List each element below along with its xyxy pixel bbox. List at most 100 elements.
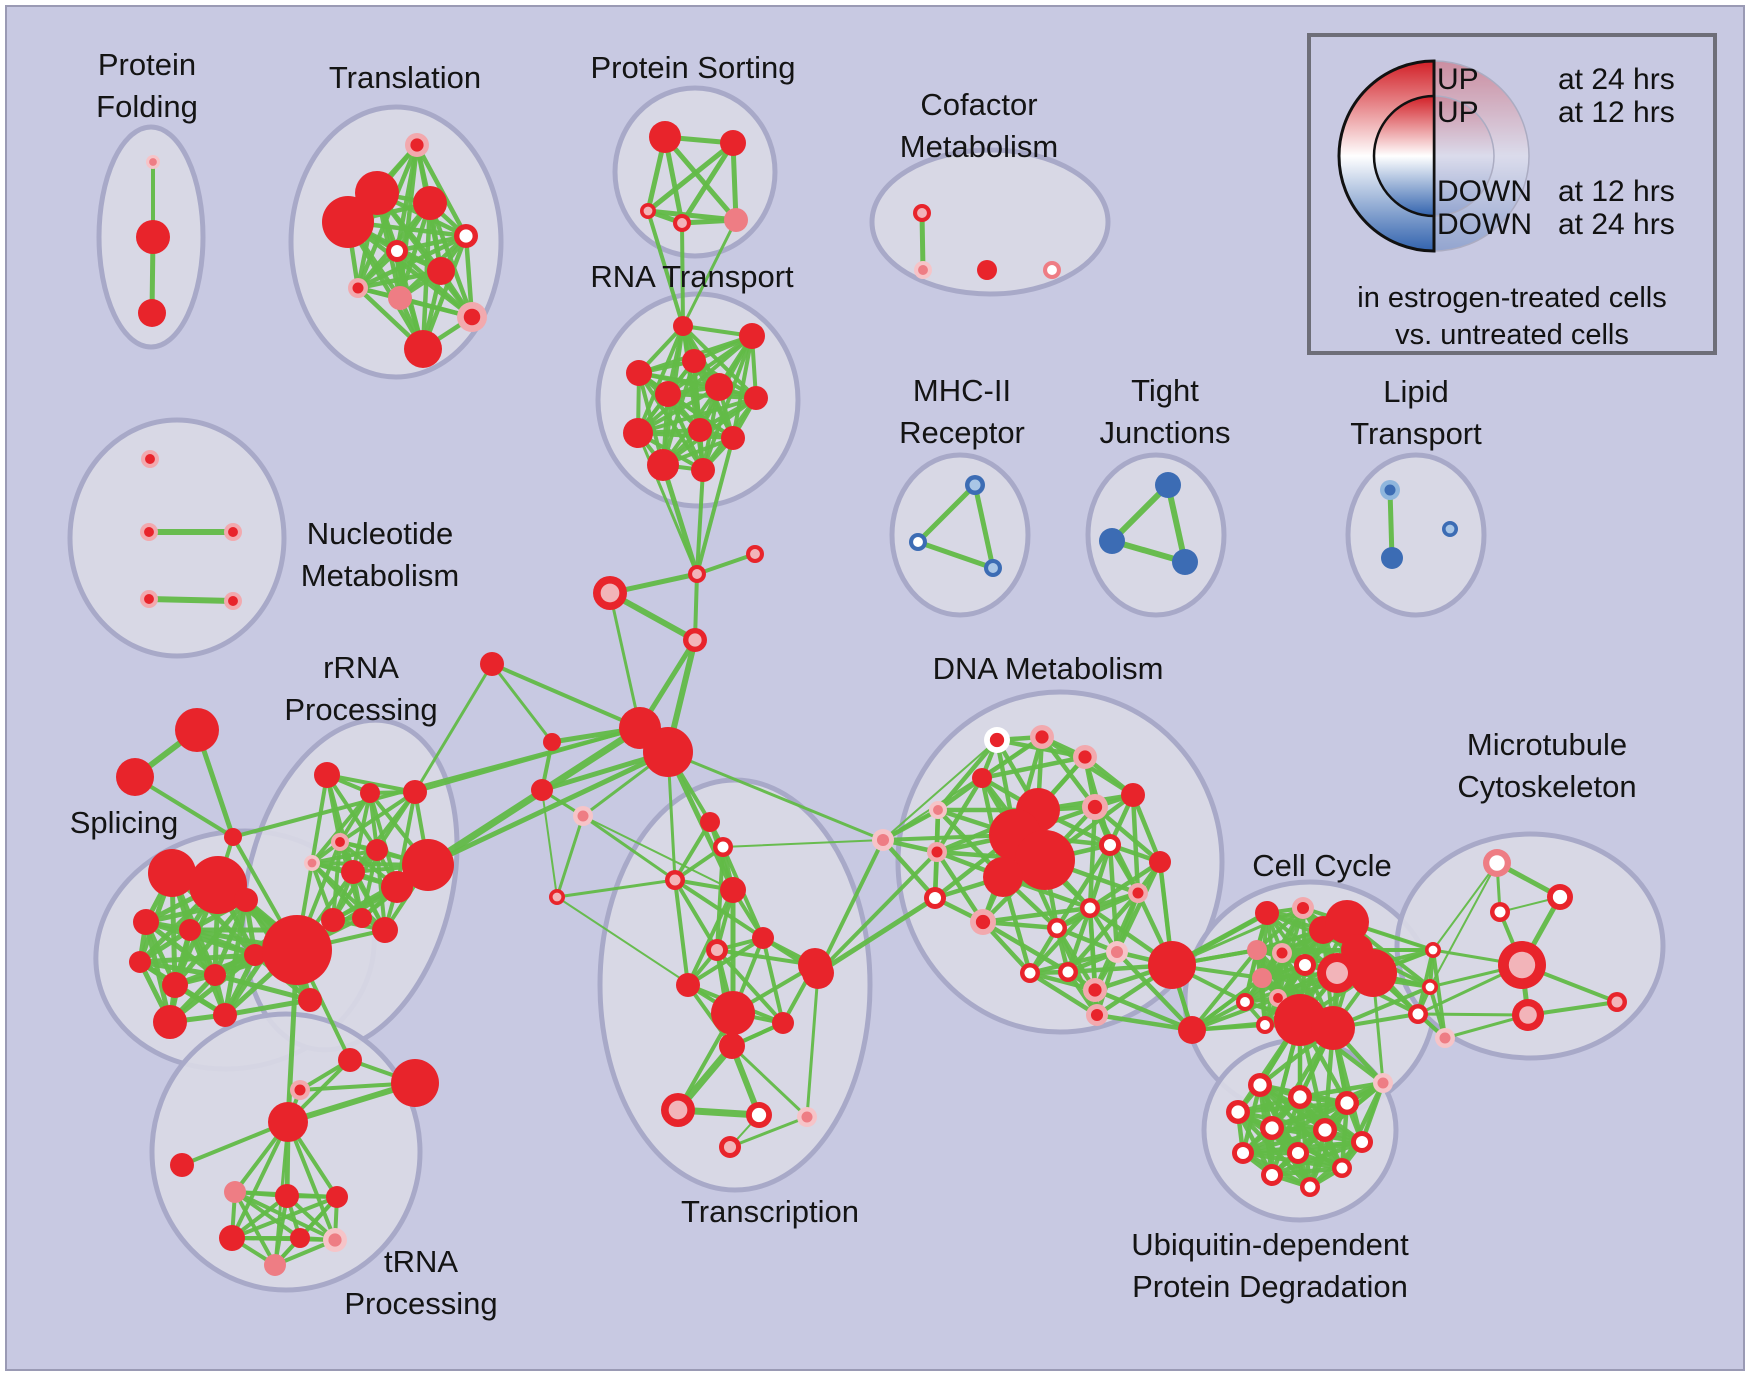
gene-node: [724, 208, 748, 232]
interaction-edge: [816, 850, 939, 975]
interaction-edge: [541, 789, 558, 898]
gene-node-core: [1384, 484, 1396, 496]
gene-node: [1155, 472, 1181, 498]
gene-node-core: [931, 846, 943, 858]
interaction-edge: [413, 726, 642, 794]
gene-node: [244, 944, 266, 966]
interaction-edge: [556, 896, 734, 1014]
gene-node: [1149, 851, 1171, 873]
legend-label: DOWN: [1437, 208, 1532, 241]
interaction-edge: [395, 790, 417, 889]
gene-node-core: [668, 1100, 688, 1120]
gene-node: [744, 386, 768, 410]
gene-node-core: [975, 914, 991, 930]
interaction-edge: [915, 539, 996, 571]
gene-node-core: [552, 892, 562, 902]
gene-node: [402, 839, 454, 891]
gene-node: [752, 927, 774, 949]
interaction-edge: [310, 773, 329, 865]
interaction-edge: [679, 140, 736, 226]
interaction-edge: [490, 662, 554, 744]
interaction-edge: [286, 1120, 337, 1242]
interaction-edge: [636, 431, 699, 576]
gene-node: [531, 779, 553, 801]
gene-node: [676, 973, 700, 997]
interaction-edge: [681, 218, 738, 328]
gene-node: [691, 458, 715, 482]
gene-node: [381, 871, 413, 903]
gene-node: [262, 915, 332, 985]
gene-node-core: [144, 594, 154, 604]
interaction-edge: [1094, 949, 1120, 1018]
gene-node: [116, 758, 154, 796]
gene-node-core: [463, 308, 481, 326]
cluster-label-mhc-ii-receptor: MHC-II Receptor: [899, 373, 1025, 450]
gene-node-core: [1296, 901, 1310, 915]
gene-node: [189, 856, 247, 914]
gene-node: [480, 652, 504, 676]
interaction-edge: [761, 936, 785, 1025]
cluster-label-ubiquitin-degradation: Ubiquitin-dependent Protein Degradation: [1131, 1227, 1409, 1304]
legend-caption-line1: in estrogen-treated cells: [1357, 282, 1667, 314]
gene-node: [1015, 830, 1075, 890]
interaction-edge: [1054, 842, 1113, 931]
interaction-edge: [880, 837, 938, 901]
gene-node: [688, 418, 712, 442]
gene-node-core: [988, 563, 998, 573]
gene-node-core: [1265, 1121, 1279, 1135]
interaction-edge: [636, 431, 735, 440]
interaction-edge: [915, 482, 978, 545]
gene-node-core: [1273, 993, 1283, 1003]
gene-node-core: [1090, 1008, 1104, 1022]
interaction-edge: [1027, 970, 1100, 1018]
gene-node: [1311, 1006, 1355, 1050]
gene-node-core: [1336, 1162, 1348, 1174]
interaction-edge: [695, 436, 735, 576]
interaction-edge: [1087, 859, 1163, 911]
interaction-edge: [815, 895, 938, 976]
gene-node-core: [1078, 750, 1092, 764]
gene-node-core: [1519, 1006, 1537, 1024]
gene-node-core: [1276, 947, 1288, 959]
nodes-layer: [116, 121, 1627, 1276]
gene-node-core: [1110, 945, 1124, 959]
interaction-edge: [695, 468, 705, 576]
interaction-edge: [882, 736, 1043, 841]
interaction-edge: [146, 596, 236, 604]
interaction-edge: [715, 948, 785, 1025]
interaction-edge: [1339, 1080, 1386, 1171]
interaction-edge: [660, 462, 700, 577]
gene-node: [700, 812, 720, 832]
gene-node: [1381, 547, 1403, 569]
interaction-edge: [636, 396, 758, 435]
gene-node-core: [1489, 855, 1505, 871]
interaction-edge: [1432, 862, 1498, 951]
gene-node-core: [688, 633, 702, 647]
gene-node-core: [1318, 1123, 1332, 1137]
interaction-edge: [816, 838, 885, 975]
gene-node-core: [328, 1233, 342, 1247]
gene-node: [972, 768, 992, 788]
gene-node-core: [918, 265, 928, 275]
cluster-label-nucleotide-metabolism: Nucleotide Metabolism: [301, 516, 460, 593]
interaction-edge: [1094, 1012, 1195, 1033]
interaction-edge: [722, 839, 884, 848]
interaction-edge: [731, 334, 754, 440]
gene-node: [1325, 900, 1369, 944]
interaction-edge: [355, 142, 420, 291]
interaction-edge: [730, 1044, 809, 1119]
gene-node: [977, 260, 997, 280]
interaction-edge: [1269, 1080, 1386, 1131]
cluster-label-protein-sorting: Protein Sorting: [590, 50, 795, 85]
interaction-edge: [608, 591, 642, 730]
gene-node: [1178, 1016, 1206, 1044]
interaction-edge: [582, 815, 734, 891]
interaction-edge: [1431, 948, 1447, 1040]
gene-node-core: [933, 805, 943, 815]
interaction-edge: [673, 878, 690, 987]
interaction-edge: [680, 221, 685, 328]
interaction-edge: [133, 775, 235, 839]
gene-node: [175, 708, 219, 752]
interaction-edge: [673, 878, 765, 940]
cluster-label-lipid-transport: Lipid Transport: [1350, 374, 1482, 451]
